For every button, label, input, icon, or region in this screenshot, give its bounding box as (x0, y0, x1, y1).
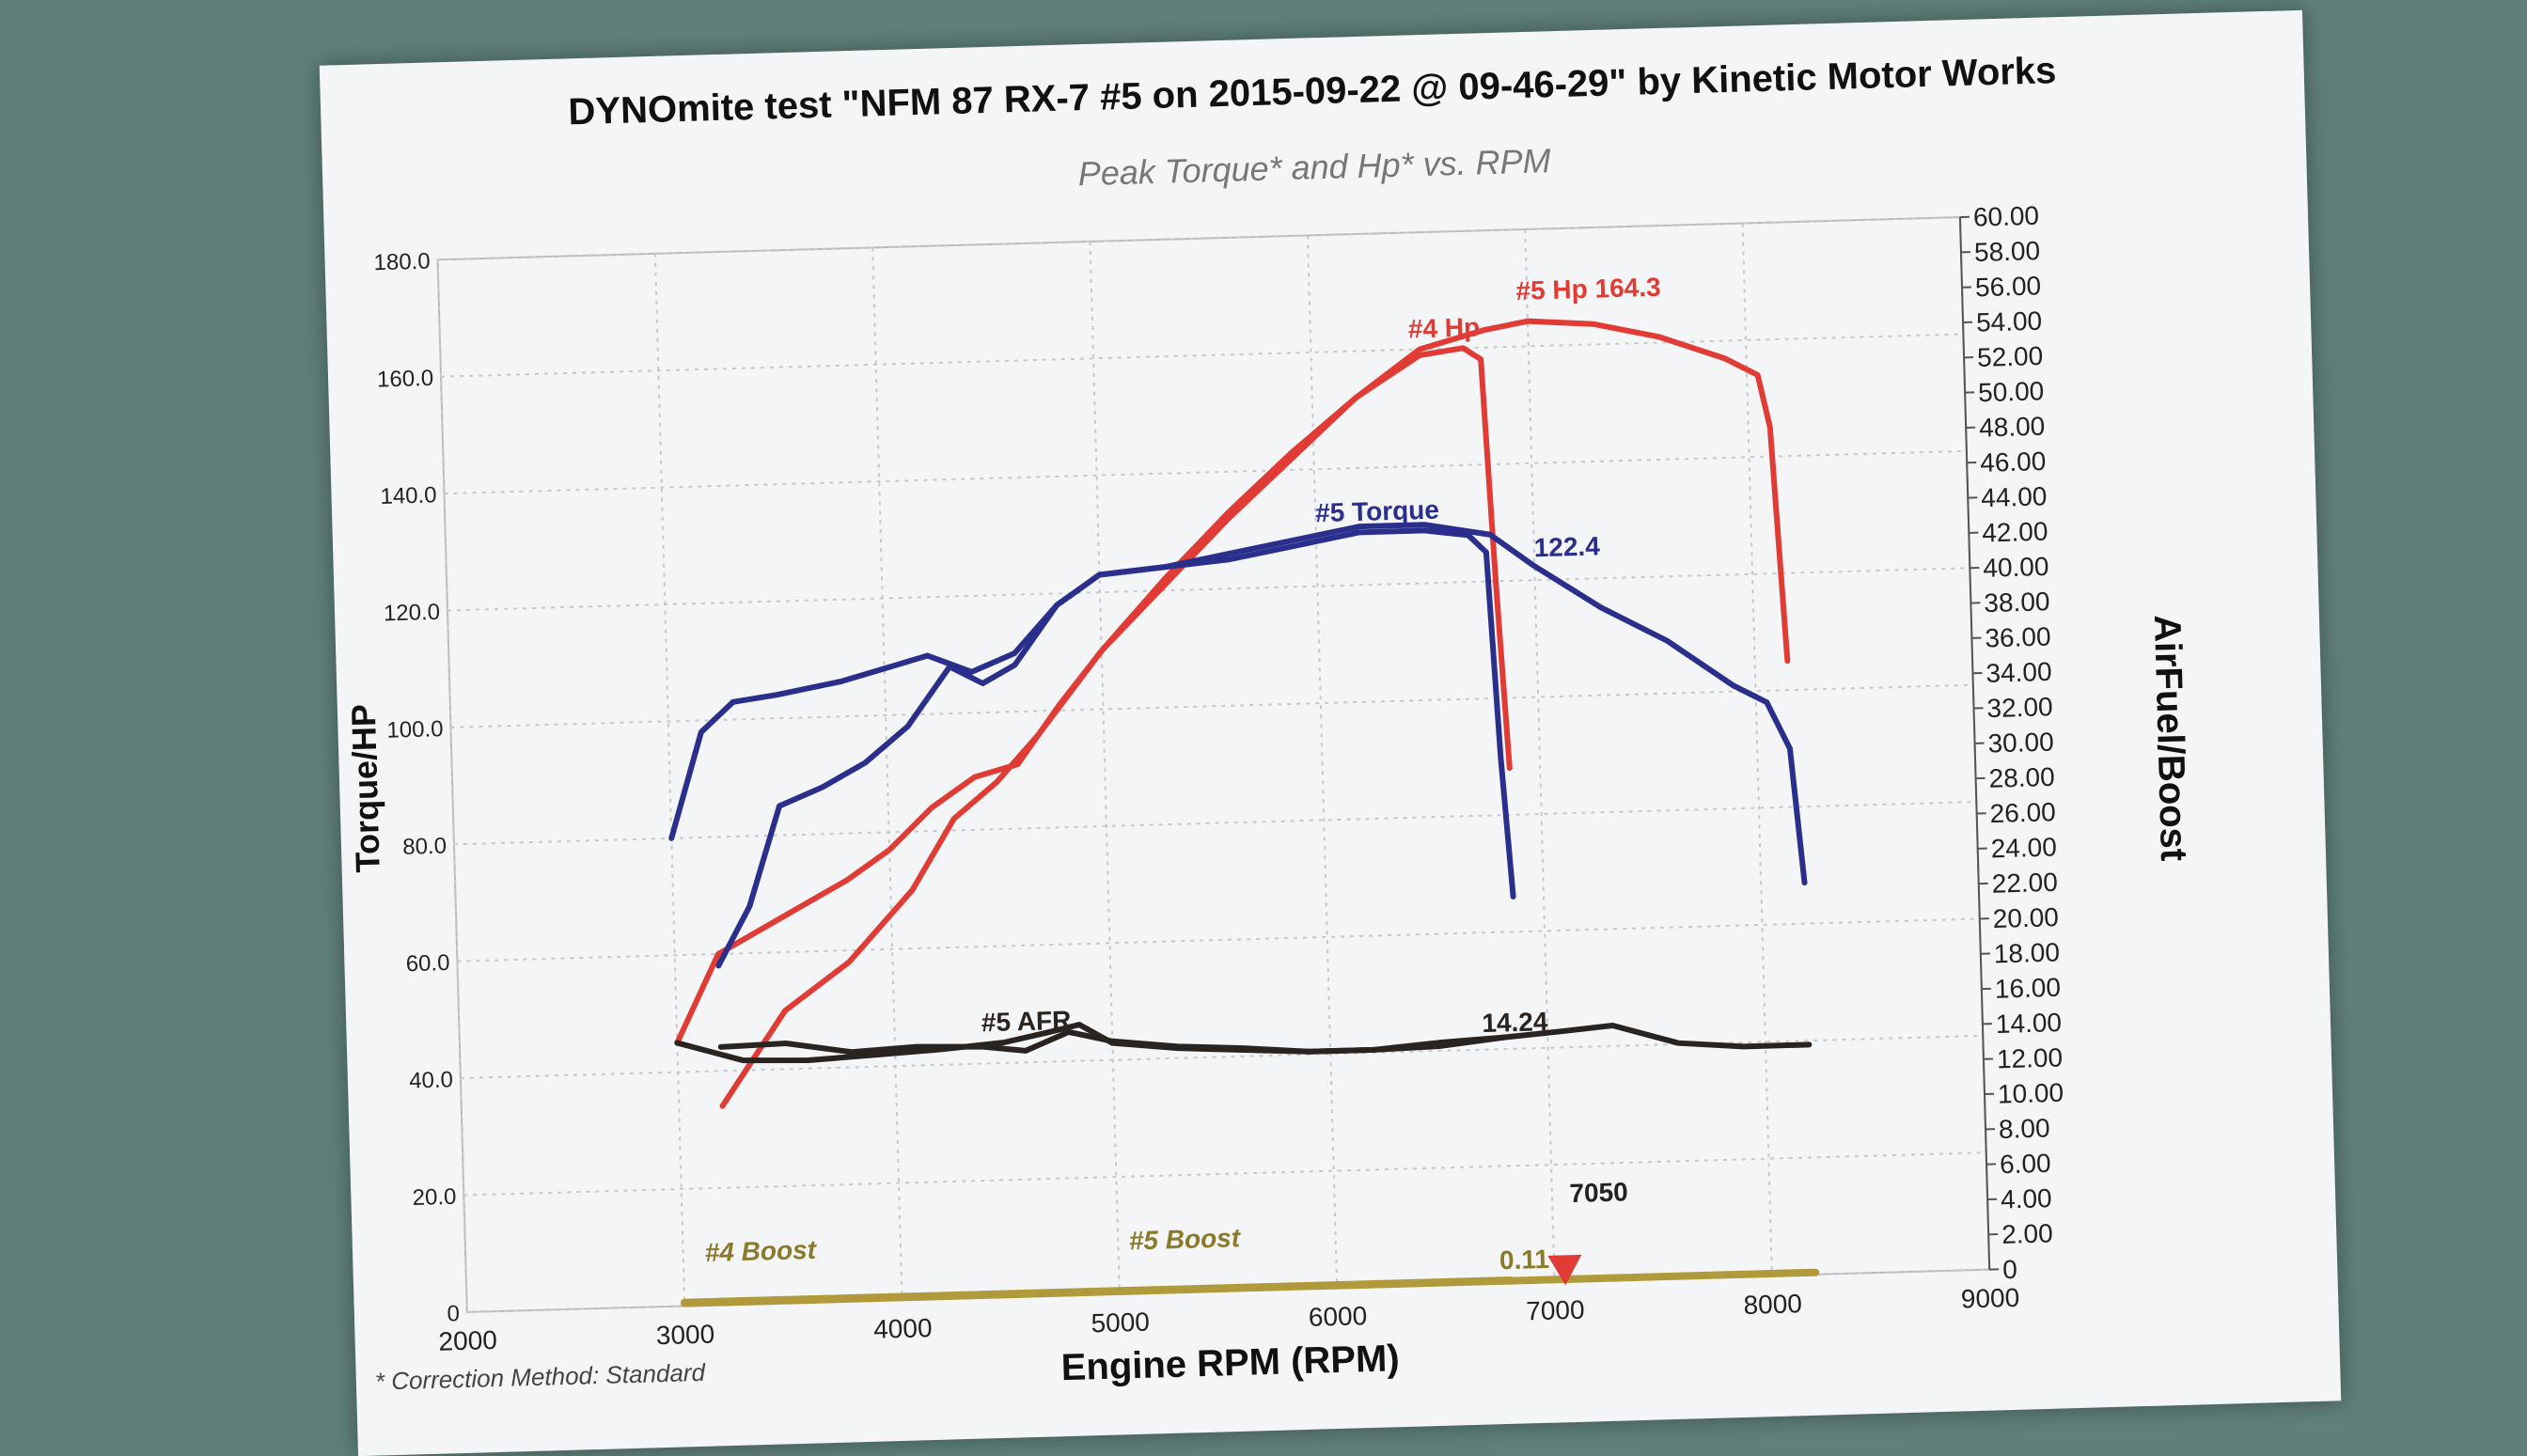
series-line-4-hp (702, 347, 1519, 1105)
y-tick-label: 20.0 (412, 1184, 456, 1211)
y2-tick-label: 22.00 (1991, 868, 2058, 899)
annotation-label: #4 Boost (704, 1235, 818, 1267)
y2-tick-label: 38.00 (1984, 587, 2050, 618)
grid-line-x (872, 247, 902, 1300)
y-tick-label: 40.0 (409, 1067, 453, 1093)
y2-tick-label: 50.00 (1978, 376, 2045, 407)
y-tick-label: 140.0 (380, 482, 437, 509)
annotation-label: #5 Boost (1128, 1223, 1242, 1255)
y2-tick-label: 0 (2002, 1255, 2017, 1284)
grid-line-y (445, 451, 1967, 493)
y2-tick-label: 24.00 (1990, 832, 2057, 863)
y2-tick-label: 2.00 (2001, 1218, 2053, 1249)
series-line-5-afr (677, 1004, 1809, 1076)
grid-line-x (1308, 235, 1337, 1288)
y2-tick-label: 30.00 (1987, 728, 2054, 759)
annotation-label: #5 Torque (1315, 495, 1440, 528)
annotation-label: #5 AFR (981, 1006, 1071, 1038)
y2-tick-label: 8.00 (1999, 1113, 2050, 1144)
y2-tick-label: 40.00 (1983, 552, 2049, 583)
series-line-5-torque (664, 514, 1805, 914)
y2-tick-label: 16.00 (1994, 973, 2061, 1004)
annotation-label: 7050 (1569, 1177, 1628, 1208)
annotations: #5 Hp 164.3 #4 Hp #5 Torque 122.4 #5 AFR 14.2… (678, 273, 1688, 1309)
y2-tick-label: 34.00 (1986, 657, 2052, 688)
y2-tick-label: 10.00 (1998, 1078, 2064, 1109)
series-line-5-hp (658, 314, 1797, 1042)
y-tick-label: 160.0 (377, 366, 434, 393)
x-tick-label: 9000 (1960, 1283, 2019, 1314)
grid-line-x (1525, 229, 1554, 1282)
chart-title: Peak Torque* and Hp* vs. RPM (1077, 141, 1551, 193)
y2-tick-label: 6.00 (2000, 1149, 2051, 1180)
series-line-4-torque (707, 528, 1515, 965)
y2-tick-label: 48.00 (1979, 412, 2046, 443)
y2-tick-label: 58.00 (1974, 236, 2041, 267)
y-tick-label: 180.0 (373, 249, 431, 276)
page-title: DYNOmite test "NFM 87 RX-7 #5 on 2015-09… (568, 50, 2057, 133)
y-tick-labels: 0 20.0 40.0 60.0 80.0 100.0 120.0 140.0 160.0 180… (373, 249, 460, 1328)
y-tick-label: 100.0 (386, 716, 444, 744)
annotation-label: 122.4 (1533, 531, 1600, 562)
y2-tick-label: 44.00 (1981, 481, 2048, 512)
annotation-label: 14.24 (1482, 1007, 1548, 1038)
y2-tick-label: 26.00 (1989, 797, 2056, 828)
annotation-label: #4 Hp (1407, 312, 1480, 343)
y-axis-label: Torque/HP (344, 703, 387, 872)
grid-line-y (457, 918, 1979, 961)
grid-line-x (655, 254, 684, 1307)
grid-lines (438, 217, 2000, 1312)
y2-tick-label: 42.00 (1982, 517, 2048, 548)
y2-tick-label: 32.00 (1986, 692, 2053, 723)
dyno-chart: DYNOmite test "NFM 87 RX-7 #5 on 2015-09… (320, 10, 2342, 1456)
x-tick-label: 5000 (1091, 1307, 1150, 1339)
annotation-label: #5 Hp 164.3 (1515, 273, 1661, 305)
annotation-label: 0.11 (1499, 1245, 1550, 1275)
x-tick-label: 3000 (655, 1320, 714, 1351)
y-tick-label: 120.0 (384, 600, 441, 627)
series-line-5-boost (684, 1272, 1815, 1304)
y2-tick-label: 14.00 (1995, 1008, 2062, 1039)
y2-tick-label: 52.00 (1977, 341, 2044, 372)
series-lines (658, 314, 1816, 1304)
grid-line-y (463, 1152, 1986, 1195)
x-tick-label: 4000 (873, 1313, 933, 1344)
grid-line-y (447, 568, 1970, 610)
x-tick-label: 7000 (1526, 1295, 1585, 1326)
y2-tick-label: 18.00 (1993, 937, 2060, 968)
y-tick-label: 80.0 (402, 834, 447, 860)
x-tick-label: 8000 (1743, 1289, 1802, 1320)
y-tick-label: 60.0 (405, 950, 449, 977)
dyno-sheet: DYNOmite test "NFM 87 RX-7 #5 on 2015-09… (320, 10, 2342, 1456)
y2-tick-label: 54.00 (1976, 306, 2043, 337)
footnote: * Correction Method: Standard (374, 1358, 706, 1396)
y2-tick-label: 28.00 (1988, 762, 2055, 793)
x-axis-label: Engine RPM (RPM) (1060, 1338, 1400, 1388)
grid-line-y (461, 1036, 1983, 1078)
y2-tick-label: 46.00 (1980, 446, 2047, 478)
y2-tick-label: 20.00 (1992, 902, 2059, 933)
y2-tick-label: 56.00 (1975, 271, 2042, 302)
x-tick-label: 2000 (438, 1325, 497, 1356)
grid-line-y (441, 334, 1963, 376)
y2-axis-label: AirFuel/Boost (2146, 614, 2194, 861)
x-tick-label: 6000 (1308, 1301, 1367, 1332)
y2-tick-label: 4.00 (2001, 1183, 2052, 1214)
grid-line-x (1091, 242, 1120, 1294)
y2-tick-label: 12.00 (1997, 1042, 2064, 1073)
y-tick-label: 0 (447, 1301, 460, 1326)
y2-tick-label: 60.00 (1973, 201, 2040, 232)
y2-tick-label: 36.00 (1985, 622, 2051, 653)
